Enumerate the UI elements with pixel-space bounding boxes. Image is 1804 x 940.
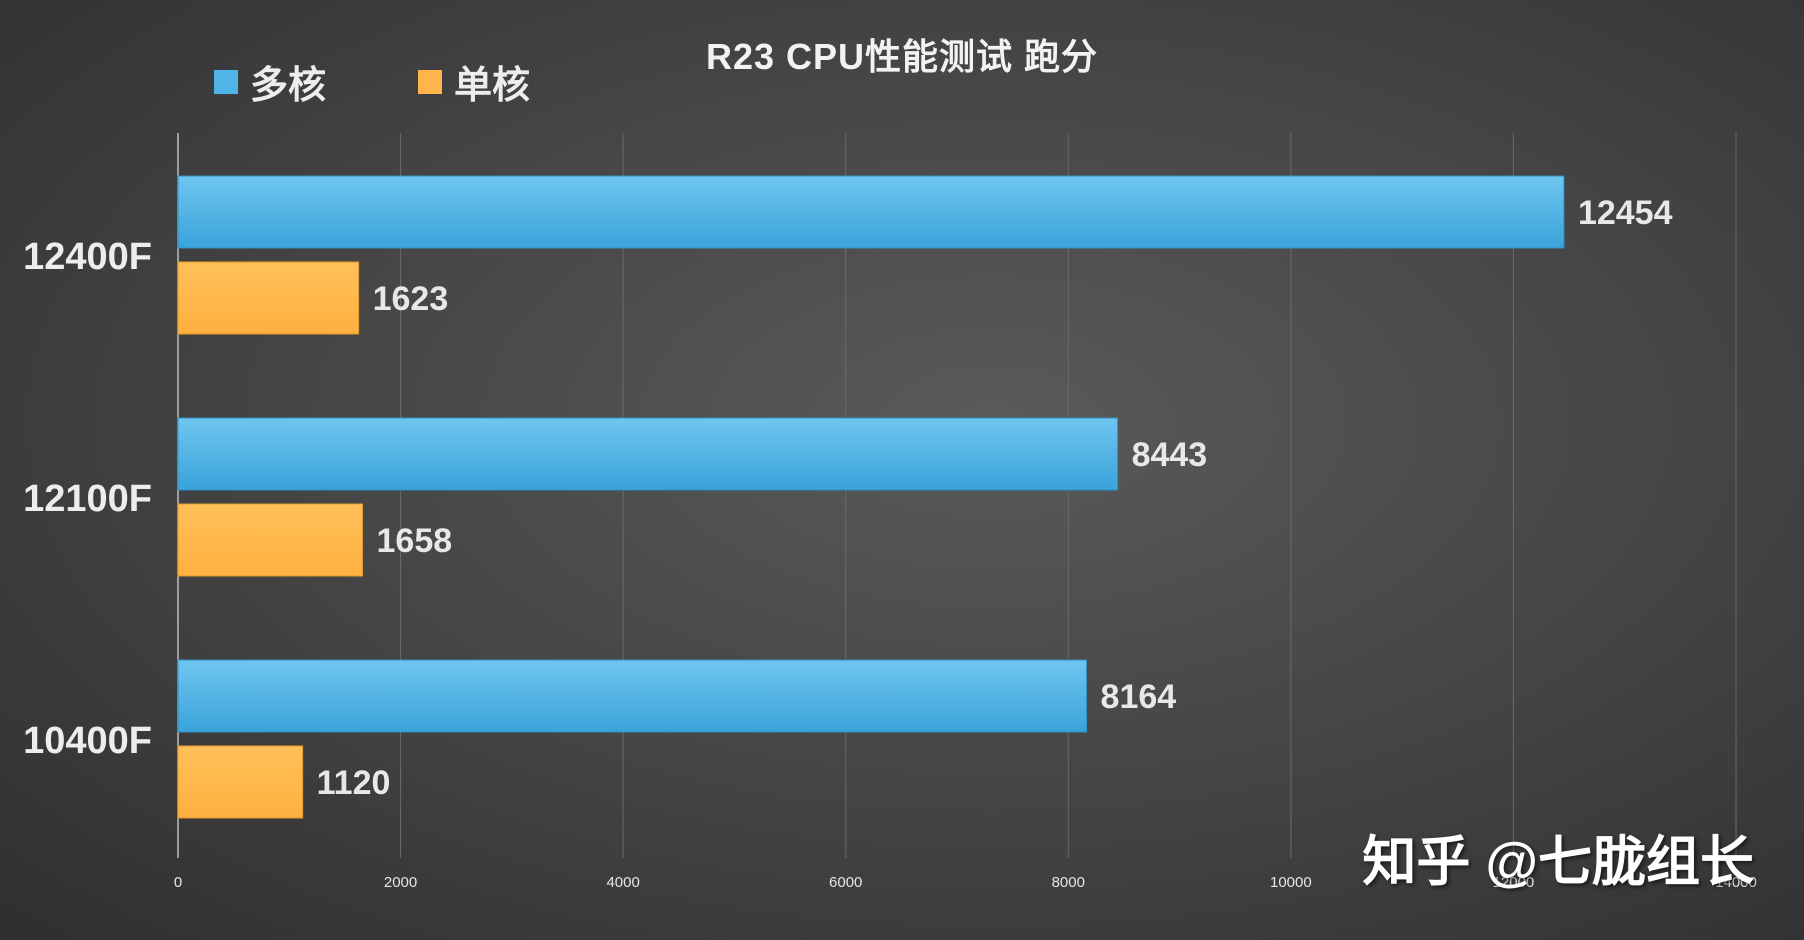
x-tick-label: 10000 bbox=[1270, 874, 1312, 891]
legend-label-multicore: 多核 bbox=[250, 65, 327, 107]
bar-multicore bbox=[177, 417, 1119, 491]
x-tick-labels: 0 2000 4000 6000 8000 10000 12000 14000 bbox=[174, 874, 1757, 891]
data-label-multicore: 12454 bbox=[1578, 194, 1673, 232]
legend-item-multicore: 多核 bbox=[214, 54, 326, 109]
data-label-multicore: 8164 bbox=[1101, 678, 1177, 716]
bar-multicore bbox=[177, 175, 1565, 249]
bar-singlecore bbox=[177, 745, 304, 819]
x-tick-label: 14000 bbox=[1715, 874, 1757, 891]
data-label-singlecore: 1623 bbox=[373, 280, 449, 318]
x-tick-label: 6000 bbox=[829, 874, 862, 891]
x-tick-label: 0 bbox=[174, 874, 182, 891]
x-tick-label: 2000 bbox=[384, 874, 417, 891]
category-labels: 12400F 12100F 10400F bbox=[23, 236, 152, 762]
category-label: 12100F bbox=[23, 478, 152, 520]
bar-multicore bbox=[177, 659, 1088, 733]
x-tick-label: 12000 bbox=[1493, 874, 1535, 891]
grid-lines bbox=[177, 133, 1737, 858]
bar-singlecore bbox=[177, 261, 360, 335]
legend: 多核 单核 bbox=[214, 54, 622, 109]
x-tick-label: 8000 bbox=[1052, 874, 1085, 891]
data-labels: 12454 1623 8443 1658 8164 1120 bbox=[317, 194, 1673, 802]
x-tick-label: 4000 bbox=[606, 874, 639, 891]
legend-item-singlecore: 单核 bbox=[418, 54, 530, 109]
watermark: 知乎 @七胧组长 bbox=[1362, 832, 1754, 892]
bars bbox=[177, 175, 1565, 819]
data-label-singlecore: 1120 bbox=[317, 764, 391, 802]
data-label-multicore: 8443 bbox=[1132, 436, 1208, 474]
legend-swatch-multicore bbox=[214, 69, 238, 94]
legend-label-singlecore: 单核 bbox=[454, 65, 531, 107]
data-label-singlecore: 1658 bbox=[377, 522, 453, 560]
category-label: 12400F bbox=[23, 236, 152, 278]
chart-title: R23 CPU性能测试 跑分 bbox=[705, 36, 1099, 77]
category-label: 10400F bbox=[23, 720, 152, 762]
legend-swatch-singlecore bbox=[418, 69, 443, 94]
bar-singlecore bbox=[177, 503, 364, 577]
